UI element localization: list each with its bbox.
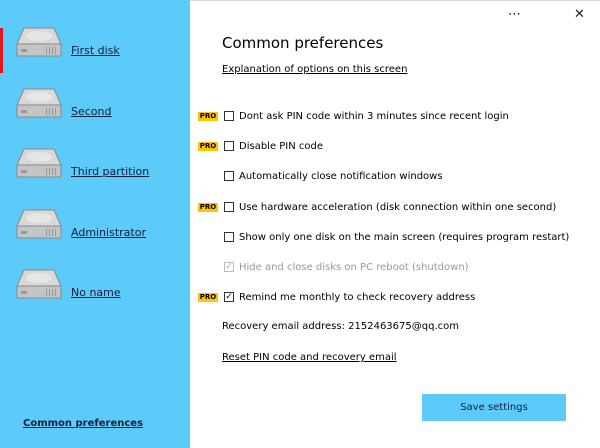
option-label[interactable]: Remind me monthly to check recovery addr… xyxy=(239,291,476,303)
option-checkbox[interactable] xyxy=(224,202,234,212)
page-title: Common preferences xyxy=(222,34,384,52)
option-checkbox[interactable] xyxy=(224,232,234,242)
sidebar-disk-item[interactable]: Administrator xyxy=(0,202,190,252)
pro-badge: PRO xyxy=(198,202,218,212)
disk-label: No name xyxy=(71,286,121,299)
sidebar-disk-item[interactable]: No name xyxy=(0,262,190,312)
option-row: PRO ✓ Remind me monthly to check recovery … xyxy=(198,290,475,304)
pro-badge: PRO xyxy=(198,292,218,302)
disk-label: Third partition xyxy=(71,165,150,178)
option-row: Automatically close notification windows xyxy=(198,169,443,183)
option-checkbox[interactable] xyxy=(224,111,234,121)
option-row: PRO Dont ask PIN code within 3 minutes si… xyxy=(198,109,509,123)
active-marker xyxy=(0,28,3,73)
option-row: ✓ Hide and close disks on PC reboot (shut… xyxy=(198,260,469,274)
recovery-email: Recovery email address: 2152463675@qq.co… xyxy=(222,321,459,332)
reset-pin-link[interactable]: Reset PIN code and recovery email xyxy=(222,352,397,363)
option-label[interactable]: Dont ask PIN code within 3 minutes since… xyxy=(239,110,509,122)
option-checkbox[interactable] xyxy=(224,141,234,151)
option-checkbox: ✓ xyxy=(224,262,234,272)
option-row: PRO Disable PIN code xyxy=(198,139,323,153)
option-checkbox[interactable] xyxy=(224,171,234,181)
option-label[interactable]: Disable PIN code xyxy=(239,140,324,152)
explanation-link[interactable]: Explanation of options on this screen xyxy=(222,64,408,75)
save-settings-button[interactable]: Save settings xyxy=(422,394,566,421)
sidebar: Common preferences First disk Second Third… xyxy=(0,0,190,448)
disk-label: Second xyxy=(71,104,112,118)
pro-badge: PRO xyxy=(198,111,218,121)
option-label[interactable]: Use hardware acceleration (disk connecti… xyxy=(239,201,557,213)
option-label[interactable]: Automatically close notification windows xyxy=(239,170,443,182)
sidebar-disk-item[interactable]: Third partition xyxy=(0,141,190,191)
option-label[interactable]: Hide and close disks on PC reboot (shutd… xyxy=(239,261,469,273)
sidebar-disk-item[interactable]: Second xyxy=(0,81,190,131)
option-checkbox[interactable]: ✓ xyxy=(224,292,234,302)
pro-badge: PRO xyxy=(198,141,218,151)
disk-label: First disk xyxy=(71,44,120,57)
close-icon[interactable]: ✕ xyxy=(574,7,585,22)
main-panel: ⋯ ✕ Common preferences Explanation of op… xyxy=(190,0,600,448)
option-row: Show only one disk on the main screen (r… xyxy=(198,230,569,244)
disk-label: Administrator xyxy=(71,225,146,239)
common-preferences-link[interactable]: Common preferences xyxy=(23,418,144,429)
option-label[interactable]: Show only one disk on the main screen (r… xyxy=(239,231,570,243)
option-row: PRO Use hardware acceleration (disk conne… xyxy=(198,200,556,214)
more-icon[interactable]: ⋯ xyxy=(508,7,521,22)
sidebar-disk-item[interactable]: First disk xyxy=(0,20,190,73)
